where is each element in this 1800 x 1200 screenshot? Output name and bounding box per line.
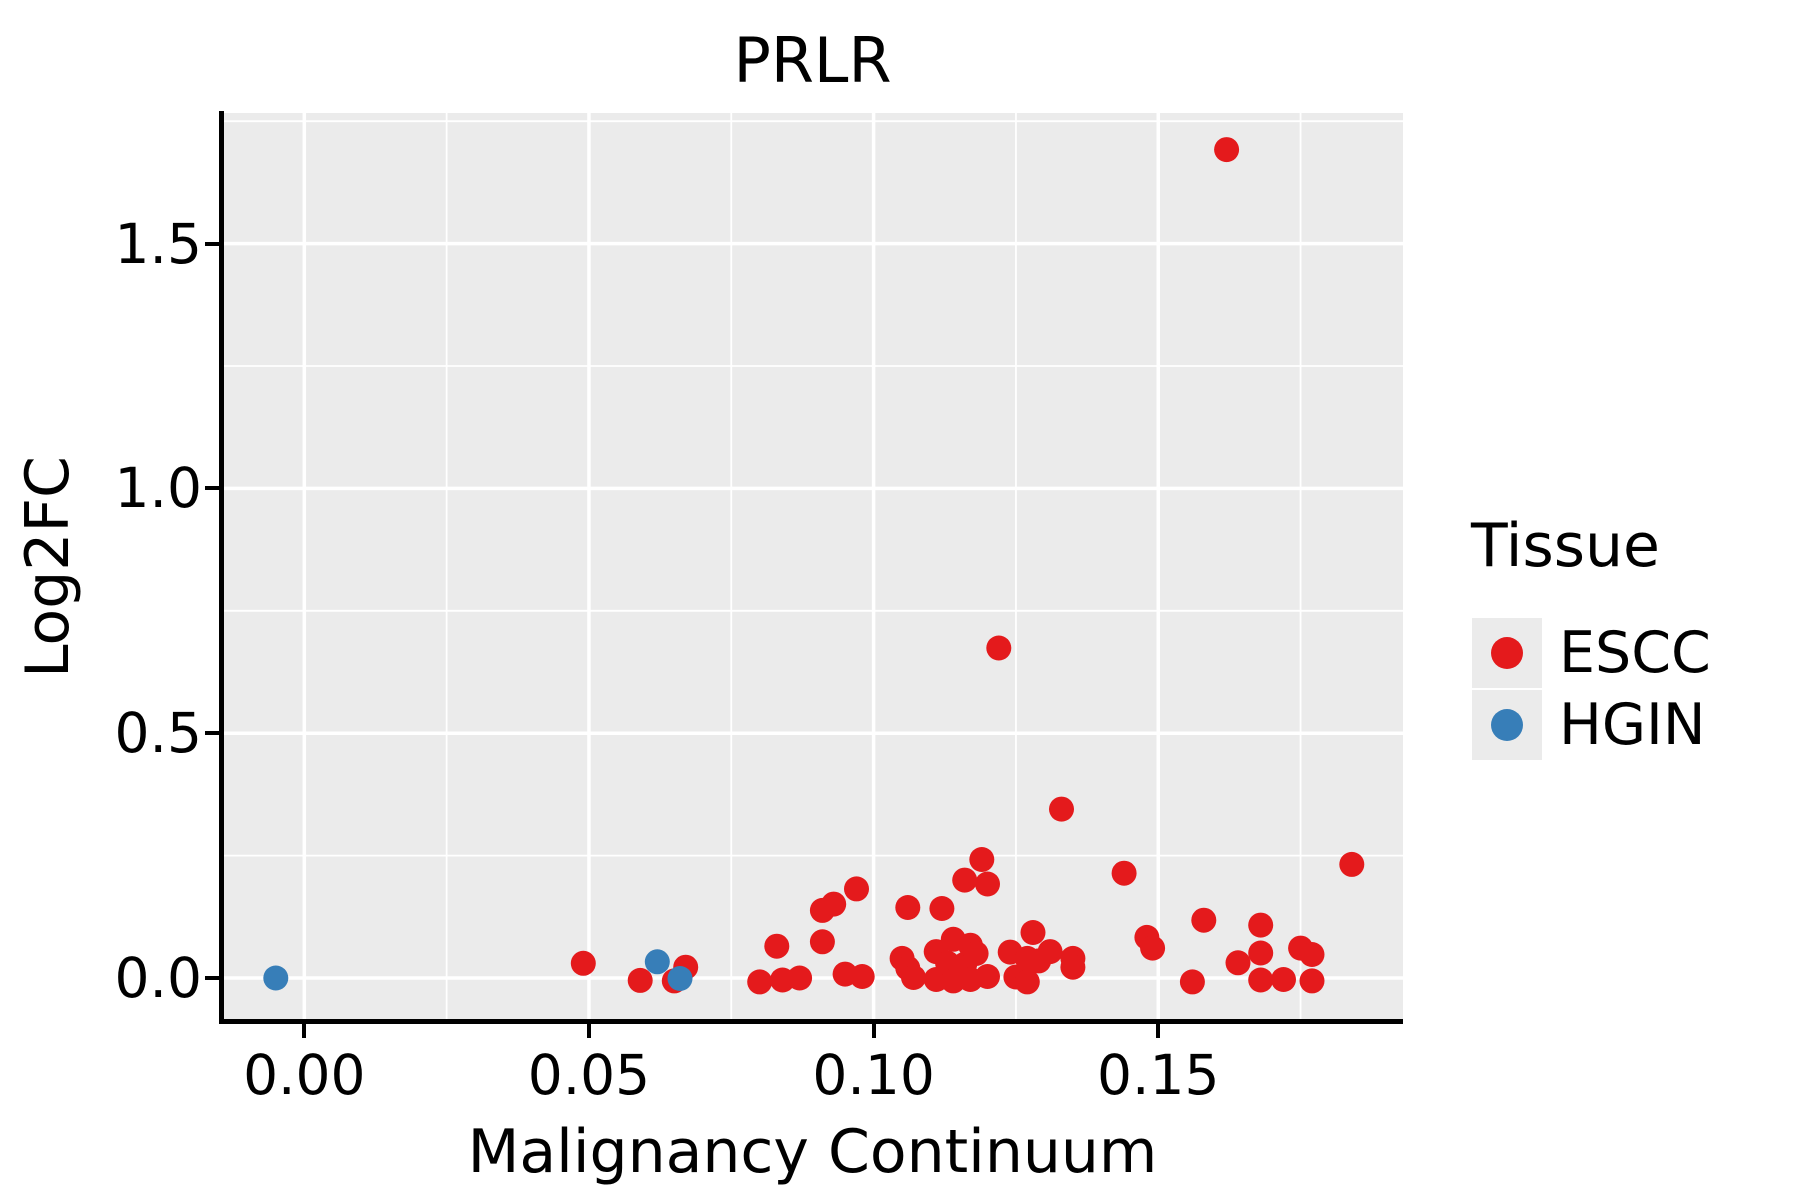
data-point-hgin (644, 949, 670, 975)
x-tick-label: 0.15 (1097, 1043, 1220, 1107)
y-axis-tick (205, 241, 219, 246)
data-point-hgin (263, 965, 289, 991)
escc-legend-dot-icon (1491, 637, 1523, 669)
data-point-escc (895, 895, 921, 920)
x-tick-label: 0.10 (812, 1043, 935, 1107)
y-axis-tick (205, 486, 219, 491)
x-axis-tick (586, 1024, 591, 1038)
data-point-escc (963, 941, 989, 966)
plot-title: PRLR (733, 24, 892, 97)
data-point-escc (570, 950, 596, 976)
data-point-escc (952, 867, 978, 893)
data-point-escc (1020, 920, 1046, 945)
legend-label-hgin: HGIN (1559, 692, 1706, 758)
data-point-escc (1014, 969, 1040, 995)
x-axis-title: Malignancy Continuum (467, 1117, 1158, 1187)
data-point-escc (821, 891, 847, 917)
y-axis-tick (205, 976, 219, 980)
data-point-escc (1060, 954, 1086, 980)
x-axis-tick (1156, 1024, 1161, 1038)
x-tick-label: 0.05 (527, 1043, 651, 1107)
data-point-escc (1299, 968, 1325, 994)
y-axis-tick (205, 731, 219, 736)
data-point-escc (1271, 967, 1296, 992)
data-point-escc (844, 876, 869, 902)
data-point-escc (1037, 939, 1063, 965)
plot-panel (222, 113, 1403, 1022)
data-point-escc (986, 635, 1012, 661)
data-point-escc (1339, 851, 1365, 877)
data-point-escc (975, 964, 1000, 989)
data-point-escc (1248, 940, 1274, 966)
data-point-escc (969, 847, 995, 872)
data-point-escc (809, 929, 835, 955)
data-point-escc (787, 965, 813, 991)
data-point-escc (1111, 860, 1137, 886)
scatter-canvas (222, 113, 1403, 1022)
data-point-escc (747, 969, 773, 995)
y-tick-label: 1.5 (114, 211, 202, 276)
data-point-escc (1225, 950, 1251, 976)
data-point-hgin (667, 966, 693, 991)
data-point-escc (1299, 942, 1325, 967)
data-point-escc (849, 964, 875, 989)
data-point-escc (1248, 912, 1274, 938)
x-axis-tick (871, 1024, 876, 1038)
y-axis-line (219, 111, 224, 1024)
data-point-escc (1179, 969, 1205, 995)
data-point-escc (1140, 935, 1166, 961)
legend-key-escc (1472, 618, 1542, 688)
data-point-escc (627, 967, 653, 993)
data-point-escc (975, 871, 1000, 897)
y-tick-label: 0.0 (114, 946, 202, 1010)
y-axis-title: Log2FC (13, 456, 83, 678)
x-axis-tick (302, 1024, 307, 1038)
data-point-escc (764, 933, 790, 959)
x-tick-label: 0.00 (243, 1043, 366, 1107)
data-point-escc (929, 896, 955, 921)
y-tick-label: 1.0 (114, 456, 202, 521)
data-point-escc (1214, 137, 1240, 163)
legend-key-hgin (1472, 690, 1542, 760)
data-point-escc (901, 965, 926, 990)
y-tick-label: 0.5 (114, 701, 202, 766)
data-point-escc (1049, 796, 1074, 822)
data-point-escc (1248, 967, 1274, 993)
data-point-escc (1191, 907, 1217, 933)
legend-title: Tissue (1471, 511, 1660, 581)
hgin-legend-dot-icon (1491, 709, 1523, 741)
legend-label-escc: ESCC (1559, 620, 1711, 686)
x-axis-line (219, 1019, 1403, 1024)
